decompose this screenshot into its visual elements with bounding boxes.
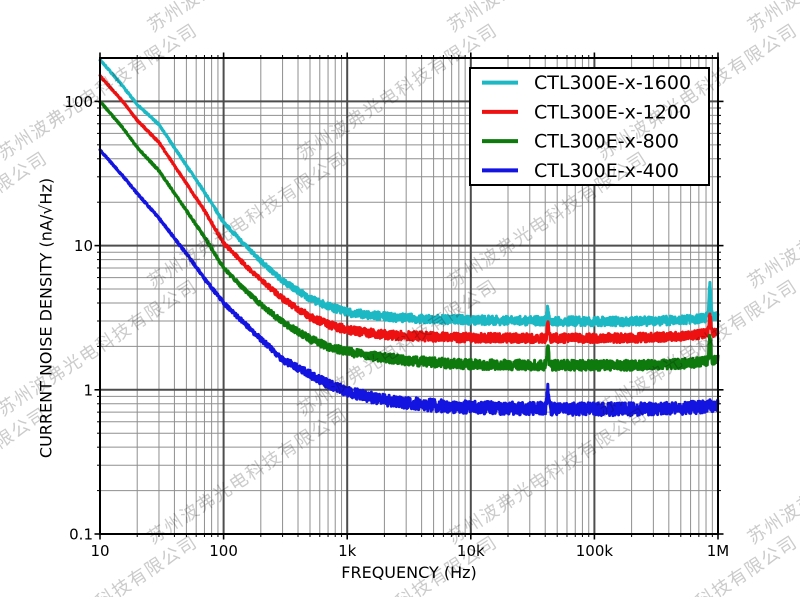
y-tick-label: 0.1 <box>69 526 93 544</box>
legend-label-CTL300E-x-1600: CTL300E-x-1600 <box>534 72 691 94</box>
tick-labels: 10 100 1k 10k 100k 1M 0.1 1 10 100 <box>64 93 729 560</box>
y-axis-label: CURRENT NOISE DENSITY (nA/√Hz) <box>36 177 56 459</box>
legend-label-CTL300E-x-400: CTL300E-x-400 <box>534 160 679 182</box>
legend-box <box>469 67 710 186</box>
x-tick-label: 100k <box>576 542 614 560</box>
curve-CTL300E-x-400 <box>98 148 720 418</box>
legend-label-CTL300E-x-800: CTL300E-x-800 <box>534 131 679 153</box>
x-tick-label: 10k <box>457 542 485 560</box>
x-tick-label: 10 <box>90 542 109 560</box>
plot-frame <box>99 57 719 535</box>
x-tick-label: 1k <box>338 542 357 560</box>
curve-CTL300E-x-1200 <box>98 73 720 345</box>
y-tick-label: 1 <box>83 381 93 399</box>
curves <box>98 58 720 418</box>
y-tick-label: 10 <box>74 237 93 255</box>
x-tick-label: 1M <box>707 542 730 560</box>
legend-label-CTL300E-x-1200: CTL300E-x-1200 <box>534 101 691 123</box>
curve-CTL300E-x-800 <box>98 100 720 372</box>
y-tick-label: 100 <box>64 93 93 111</box>
x-tick-label: 100 <box>209 542 238 560</box>
curve-CTL300E-x-1600 <box>98 58 720 328</box>
legend: CTL300E-x-1600 CTL300E-x-1200 CTL300E-x-80… <box>469 67 710 186</box>
x-axis-label: FREQUENCY (Hz) <box>341 563 477 582</box>
